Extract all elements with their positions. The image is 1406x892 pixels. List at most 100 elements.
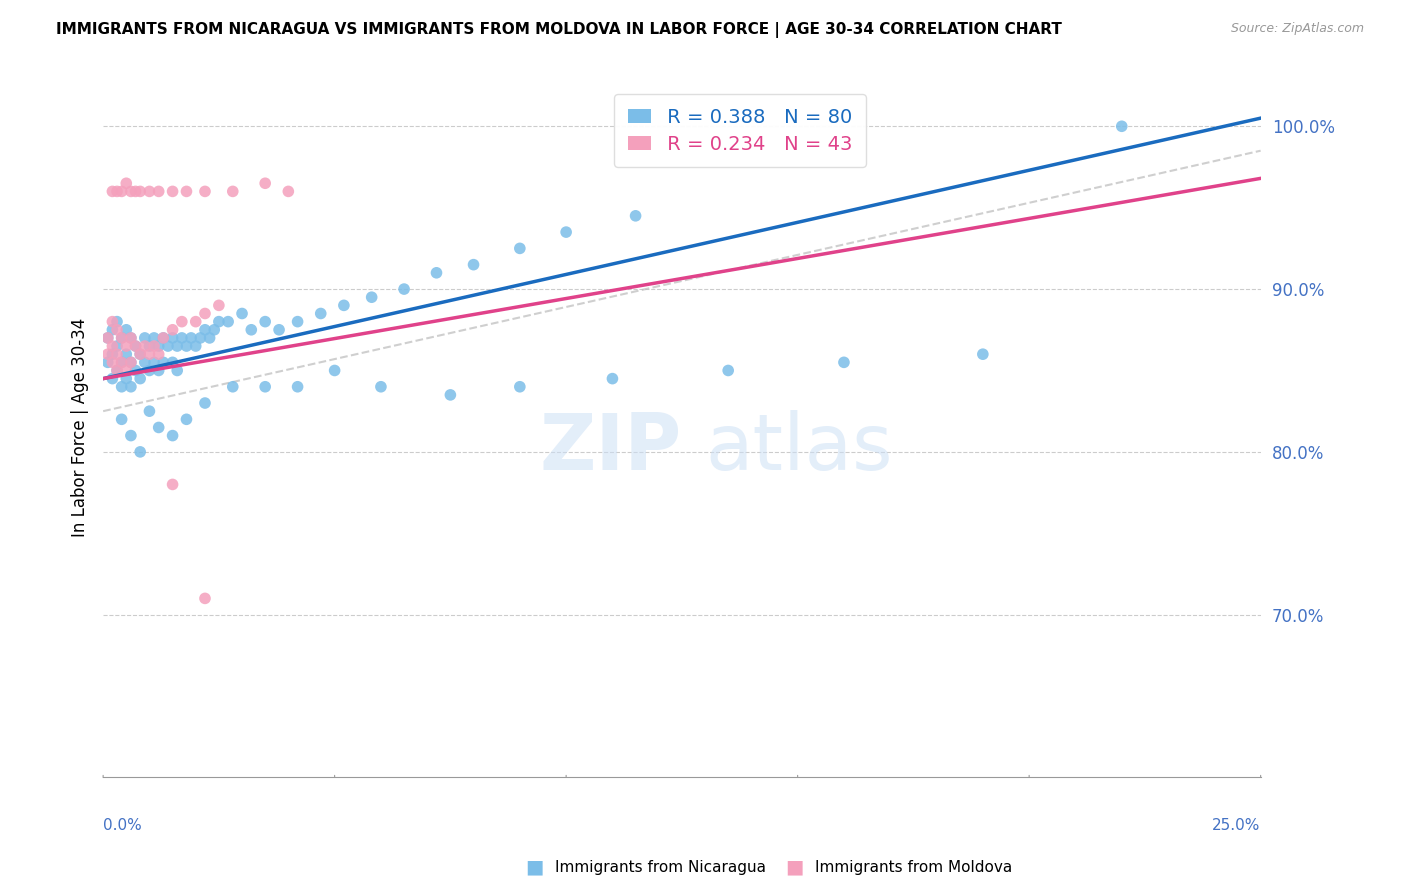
Point — [129, 185, 152, 199]
Point — [134, 339, 156, 353]
Point — [143, 331, 166, 345]
Point — [176, 412, 198, 426]
Point — [162, 428, 184, 442]
Legend:  R = 0.388   N = 80,  R = 0.234   N = 43: R = 0.388 N = 80, R = 0.234 N = 43 — [614, 95, 866, 167]
Point — [194, 396, 217, 410]
Point — [156, 339, 179, 353]
Point — [717, 363, 740, 377]
Point — [115, 371, 138, 385]
Point — [138, 339, 160, 353]
Point — [120, 355, 142, 369]
Point — [148, 363, 170, 377]
Text: 25.0%: 25.0% — [1212, 818, 1261, 833]
Point — [120, 331, 142, 345]
Point — [111, 355, 134, 369]
Point — [152, 331, 174, 345]
Point — [202, 323, 225, 337]
Point — [162, 185, 184, 199]
Point — [129, 347, 152, 361]
Point — [240, 323, 263, 337]
Point — [392, 282, 415, 296]
Text: Immigrants from Nicaragua: Immigrants from Nicaragua — [555, 860, 766, 874]
Point — [624, 209, 647, 223]
Point — [101, 355, 124, 369]
Point — [120, 428, 142, 442]
Point — [101, 347, 124, 361]
Point — [105, 323, 128, 337]
Point — [120, 380, 142, 394]
Point — [254, 176, 277, 190]
Point — [208, 298, 231, 312]
Point — [101, 315, 124, 329]
Point — [120, 355, 142, 369]
Point — [129, 445, 152, 459]
Point — [323, 363, 346, 377]
Point — [217, 315, 239, 329]
Point — [101, 185, 124, 199]
Point — [115, 363, 138, 377]
Point — [194, 323, 217, 337]
Text: ■: ■ — [785, 857, 804, 877]
Point — [138, 404, 160, 418]
Point — [111, 331, 134, 345]
Point — [602, 371, 624, 385]
Point — [222, 380, 245, 394]
Text: IMMIGRANTS FROM NICARAGUA VS IMMIGRANTS FROM MOLDOVA IN LABOR FORCE | AGE 30-34 : IMMIGRANTS FROM NICARAGUA VS IMMIGRANTS … — [56, 22, 1062, 38]
Point — [277, 185, 299, 199]
Text: Source: ZipAtlas.com: Source: ZipAtlas.com — [1230, 22, 1364, 36]
Point — [166, 363, 188, 377]
Point — [309, 306, 332, 320]
Point — [124, 363, 146, 377]
Point — [148, 347, 170, 361]
Point — [111, 185, 134, 199]
Point — [97, 331, 120, 345]
Y-axis label: In Labor Force | Age 30-34: In Labor Force | Age 30-34 — [72, 318, 89, 537]
Point — [170, 331, 193, 345]
Point — [129, 347, 152, 361]
Point — [115, 347, 138, 361]
Point — [97, 355, 120, 369]
Point — [180, 331, 202, 345]
Text: Immigrants from Moldova: Immigrants from Moldova — [815, 860, 1012, 874]
Point — [198, 331, 221, 345]
Point — [333, 298, 356, 312]
Point — [287, 315, 309, 329]
Point — [170, 315, 193, 329]
Point — [97, 347, 120, 361]
Point — [439, 388, 461, 402]
Point — [463, 258, 485, 272]
Point — [148, 185, 170, 199]
Point — [115, 339, 138, 353]
Point — [267, 323, 290, 337]
Point — [124, 185, 146, 199]
Point — [138, 347, 160, 361]
Point — [148, 420, 170, 434]
Point — [120, 185, 142, 199]
Point — [134, 331, 156, 345]
Point — [115, 176, 138, 190]
Point — [176, 185, 198, 199]
Point — [208, 315, 231, 329]
Point — [120, 331, 142, 345]
Point — [254, 315, 277, 329]
Point — [184, 315, 207, 329]
Point — [105, 363, 128, 377]
Point — [115, 323, 138, 337]
Point — [360, 290, 382, 304]
Point — [111, 380, 134, 394]
Point — [162, 355, 184, 369]
Point — [105, 363, 128, 377]
Point — [972, 347, 994, 361]
Point — [105, 185, 128, 199]
Point — [105, 347, 128, 361]
Point — [105, 339, 128, 353]
Point — [509, 380, 531, 394]
Point — [194, 591, 217, 606]
Point — [555, 225, 578, 239]
Text: ■: ■ — [524, 857, 544, 877]
Point — [111, 355, 134, 369]
Point — [97, 331, 120, 345]
Point — [231, 306, 253, 320]
Point — [152, 331, 174, 345]
Point — [162, 477, 184, 491]
